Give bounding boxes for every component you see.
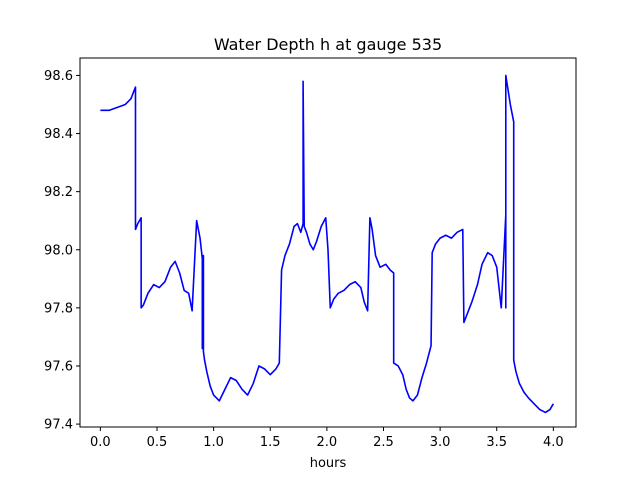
x-tick-label: 1.5 bbox=[260, 435, 281, 450]
x-tick-label: 0.5 bbox=[147, 435, 168, 450]
y-tick-label: 98.0 bbox=[44, 243, 73, 258]
y-tick-label: 97.8 bbox=[44, 301, 73, 316]
x-tick-label: 1.0 bbox=[203, 435, 224, 450]
x-tick-label: 3.0 bbox=[430, 435, 451, 450]
y-tick-label: 98.4 bbox=[44, 127, 73, 142]
x-tick-label: 2.5 bbox=[373, 435, 394, 450]
plot-frame bbox=[79, 57, 577, 428]
y-tick-label: 98.6 bbox=[44, 69, 73, 84]
x-tick-label: 2.0 bbox=[317, 435, 338, 450]
y-tick-label: 97.6 bbox=[44, 359, 73, 374]
x-tick-label: 3.5 bbox=[486, 435, 507, 450]
y-tick-label: 97.4 bbox=[44, 418, 73, 433]
series-line-0 bbox=[100, 74, 555, 414]
x-tick-label: 4.0 bbox=[543, 435, 564, 450]
chart-title: Water Depth h at gauge 535 bbox=[214, 35, 442, 54]
plot-area: 0.0 0.5 1.0 1.5 2.0 2.5 3.0 3.5 4.0 97.4 97.6 97.8 9… bbox=[44, 57, 577, 450]
x-tick-label: 0.0 bbox=[90, 435, 111, 450]
y-tick-label: 98.2 bbox=[44, 185, 73, 200]
x-axis-label: hours bbox=[310, 456, 347, 471]
